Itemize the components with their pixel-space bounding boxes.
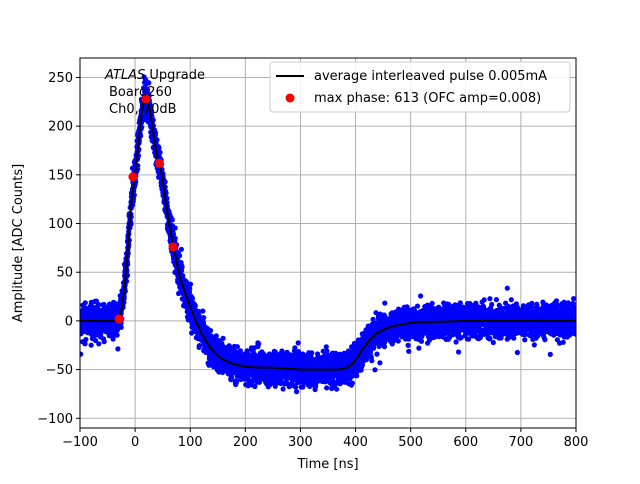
raw-sample-point	[419, 339, 424, 344]
raw-sample-point	[234, 380, 239, 385]
raw-sample-point	[235, 344, 240, 349]
raw-sample-point	[158, 150, 163, 155]
raw-sample-point	[200, 309, 205, 314]
raw-sample-point	[177, 253, 182, 258]
raw-sample-point	[208, 328, 213, 333]
raw-sample-point	[415, 304, 420, 309]
raw-sample-point	[293, 385, 298, 390]
raw-sample-point	[180, 265, 185, 270]
raw-sample-point	[309, 350, 314, 355]
raw-sample-point	[193, 303, 198, 308]
raw-sample-point	[482, 297, 487, 302]
raw-sample-point	[350, 381, 355, 386]
raw-sample-point	[369, 358, 374, 363]
raw-sample-point	[454, 339, 459, 344]
raw-sample-point	[201, 315, 206, 320]
raw-sample-point	[334, 387, 339, 392]
raw-sample-point	[115, 333, 120, 338]
raw-sample-point	[354, 373, 359, 378]
raw-sample-point	[173, 236, 178, 241]
raw-sample-point	[324, 385, 329, 390]
raw-sample-point	[102, 339, 107, 344]
raw-sample-point	[458, 300, 463, 305]
raw-sample-point	[371, 346, 376, 351]
raw-sample-point	[396, 338, 401, 343]
raw-sample-point	[252, 384, 257, 389]
raw-sample-point	[156, 145, 161, 150]
raw-sample-point	[188, 282, 193, 287]
raw-sample-point	[374, 352, 379, 357]
raw-sample-point	[300, 384, 305, 389]
raw-sample-point	[281, 386, 286, 391]
raw-sample-point	[487, 336, 492, 341]
raw-sample-point	[238, 348, 243, 353]
